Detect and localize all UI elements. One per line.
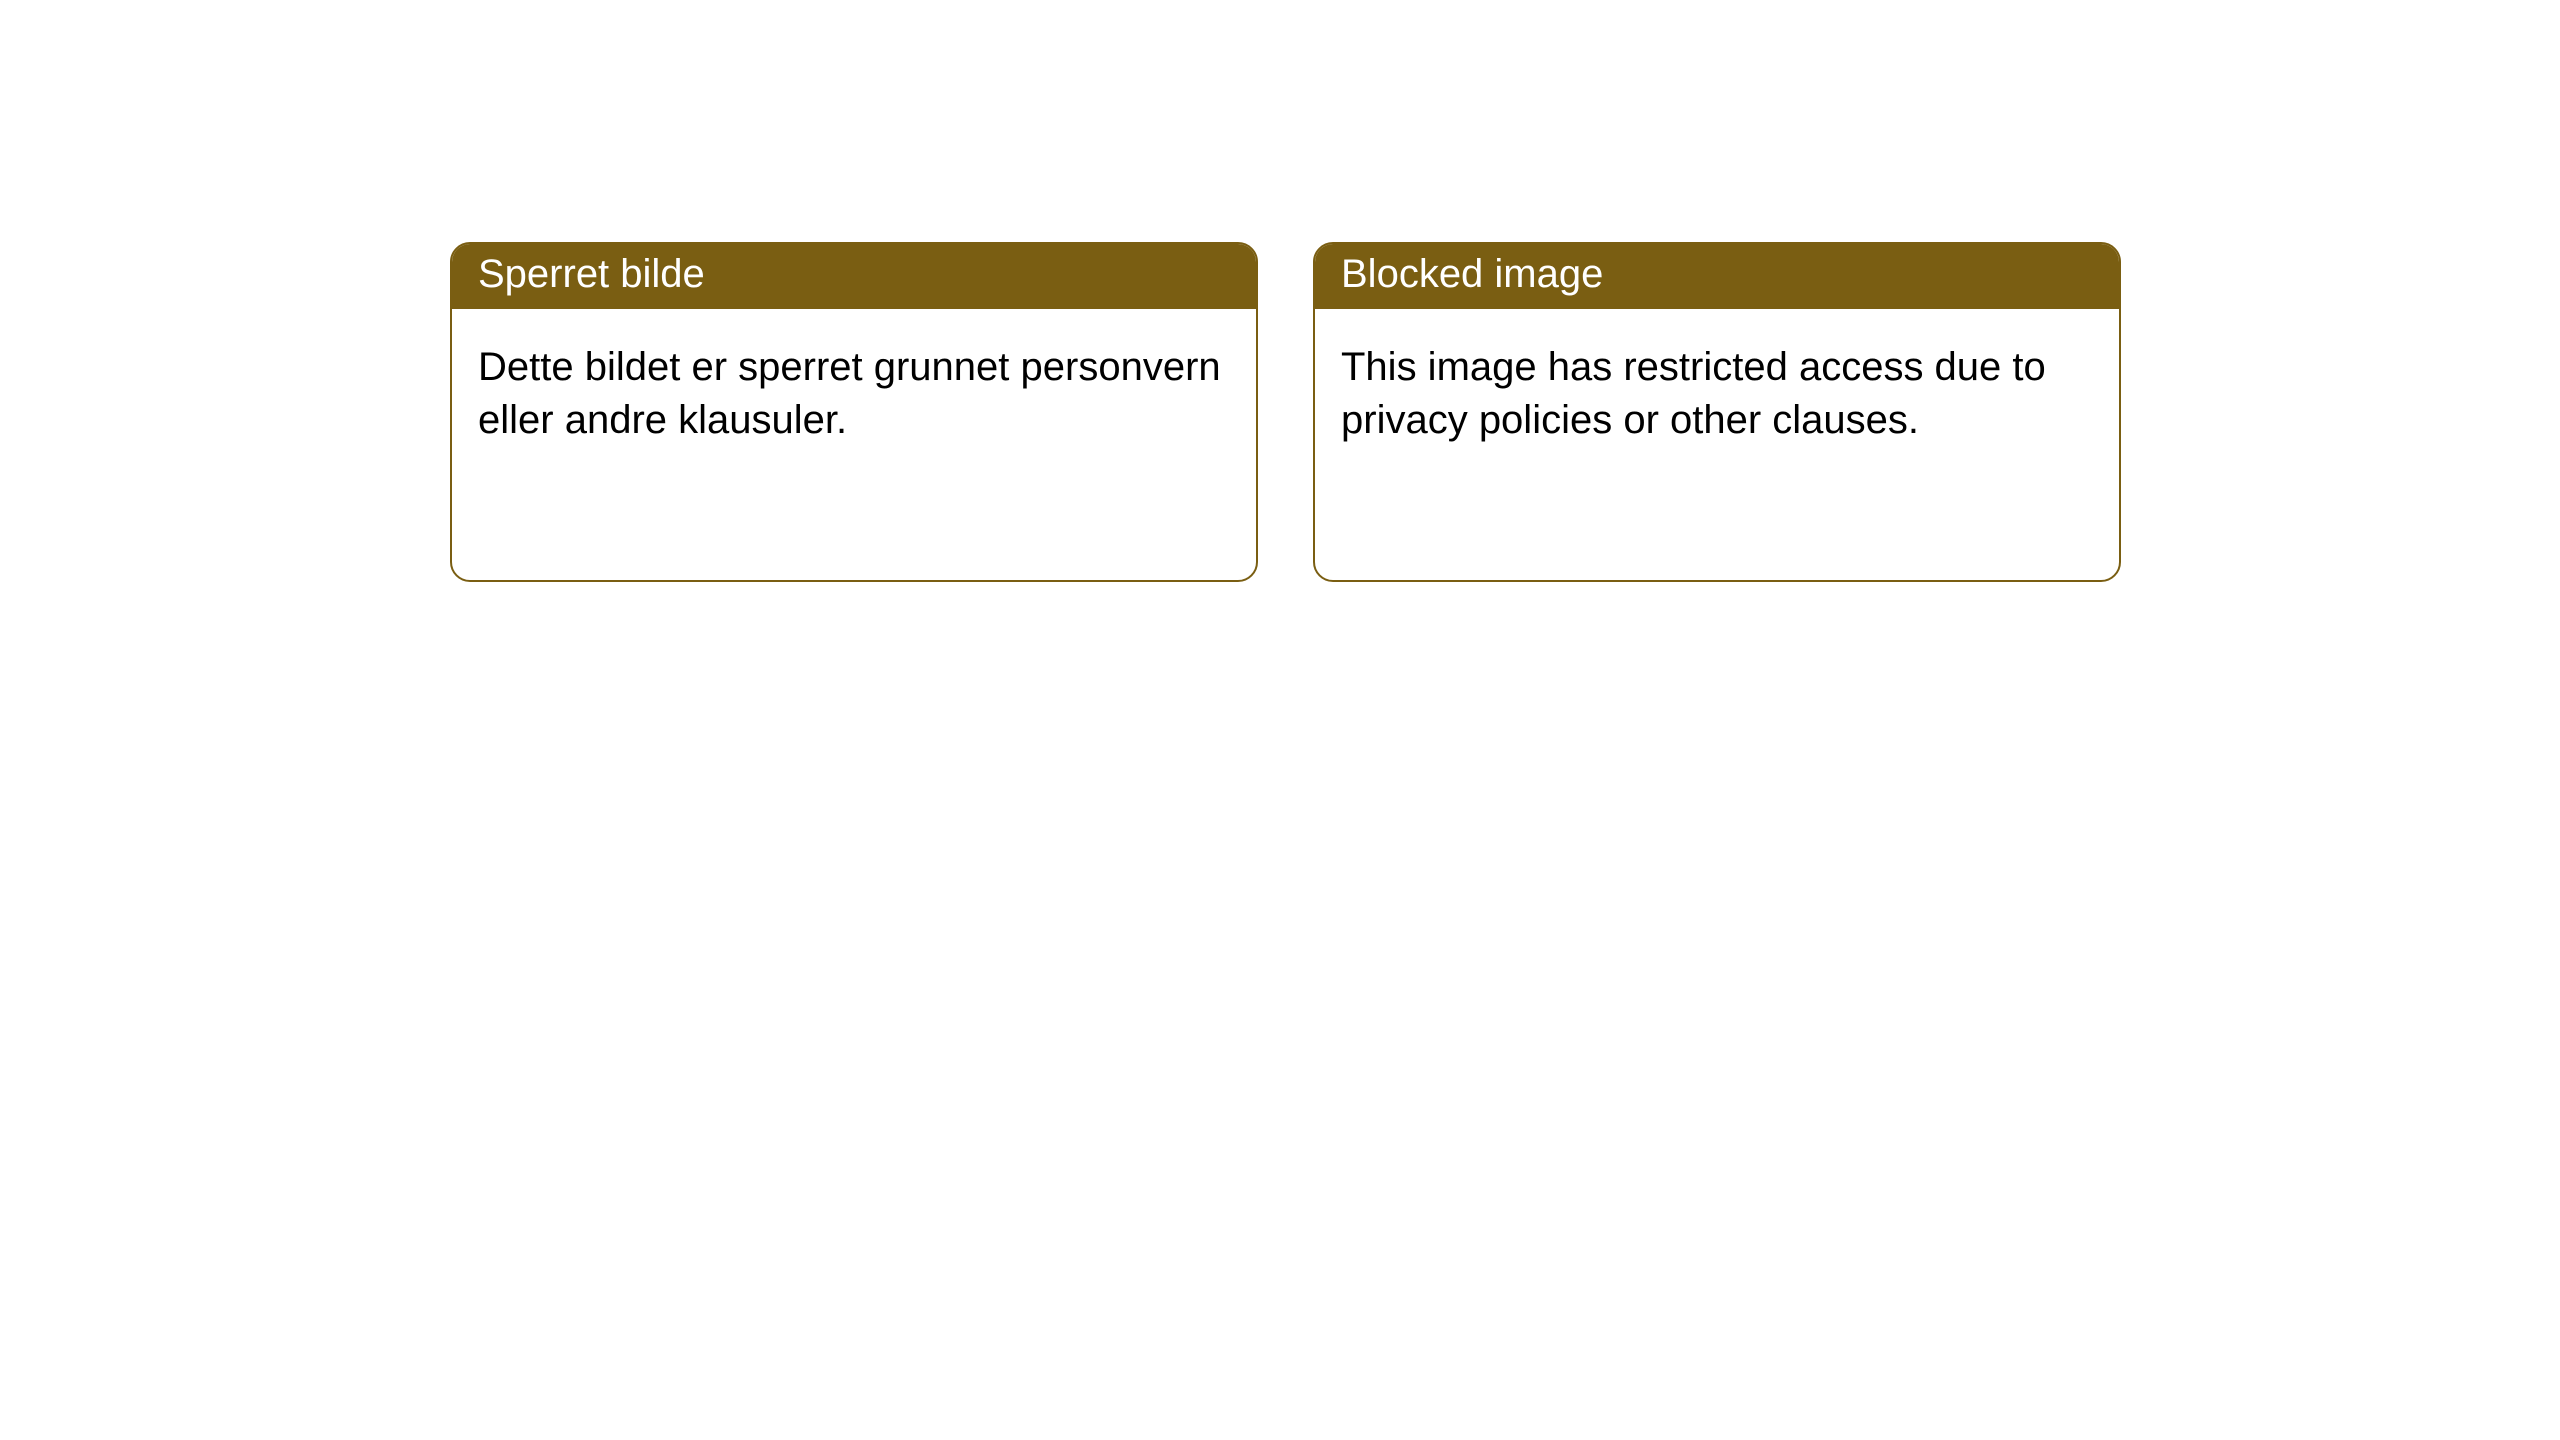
notice-container: Sperret bilde Dette bildet er sperret gr… <box>0 0 2560 582</box>
notice-box-norwegian: Sperret bilde Dette bildet er sperret gr… <box>450 242 1258 582</box>
notice-body: This image has restricted access due to … <box>1315 309 2119 479</box>
notice-body: Dette bildet er sperret grunnet personve… <box>452 309 1256 479</box>
notice-title: Sperret bilde <box>452 244 1256 309</box>
notice-box-english: Blocked image This image has restricted … <box>1313 242 2121 582</box>
notice-title: Blocked image <box>1315 244 2119 309</box>
